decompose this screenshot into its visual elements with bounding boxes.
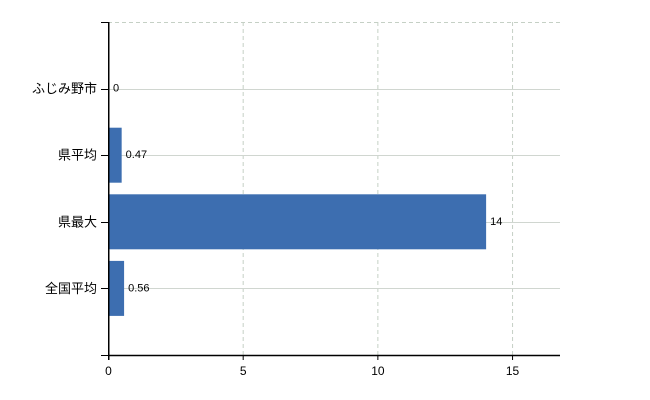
bar-value-label: 0: [113, 83, 119, 95]
category-label: ふじみ野市: [32, 81, 97, 96]
bar-value-label: 14: [490, 216, 502, 228]
x-tick-label: 5: [240, 364, 247, 378]
x-tick-label: 0: [105, 364, 112, 378]
x-tick-label: 10: [371, 364, 385, 378]
bar: [109, 194, 487, 250]
category-label: 県平均: [58, 148, 97, 163]
category-label: 県最大: [58, 214, 97, 229]
bar-value-label: 0.47: [126, 149, 147, 161]
category-label: 全国平均: [45, 281, 97, 296]
x-tick-label: 15: [506, 364, 520, 378]
bar: [109, 127, 122, 183]
bar-value-label: 0.56: [128, 282, 149, 294]
bar: [109, 260, 125, 316]
